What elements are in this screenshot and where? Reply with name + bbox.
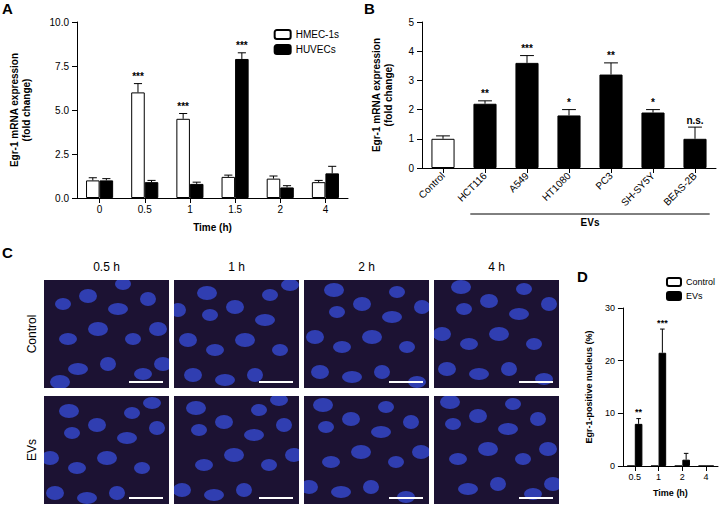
svg-text:7.5: 7.5 bbox=[55, 61, 69, 72]
svg-text:2: 2 bbox=[680, 472, 685, 482]
svg-text:0.5: 0.5 bbox=[629, 472, 642, 482]
html-text:1 h: 1 h bbox=[228, 260, 245, 274]
svg-text:SH-SY5Y: SH-SY5Y bbox=[619, 170, 657, 208]
svg-text:***: *** bbox=[177, 101, 189, 112]
svg-text:0: 0 bbox=[97, 204, 103, 215]
svg-text:***: *** bbox=[657, 318, 668, 328]
svg-text:5.0: 5.0 bbox=[55, 105, 69, 116]
svg-text:***: *** bbox=[521, 43, 533, 54]
svg-text:BEAS-2B: BEAS-2B bbox=[661, 170, 699, 208]
svg-text:4: 4 bbox=[323, 204, 329, 215]
svg-text:Time (h): Time (h) bbox=[193, 222, 232, 233]
svg-text:30: 30 bbox=[605, 303, 615, 313]
html-text:0.5 h: 0.5 h bbox=[93, 260, 120, 274]
svg-text:0.0: 0.0 bbox=[55, 193, 69, 204]
svg-text:1.5: 1.5 bbox=[228, 204, 242, 215]
svg-text:Control: Control bbox=[686, 277, 715, 287]
svg-text:A549: A549 bbox=[507, 170, 532, 195]
svg-text:1: 1 bbox=[656, 472, 661, 482]
html-text:D: D bbox=[577, 268, 588, 285]
svg-text:2.5: 2.5 bbox=[55, 149, 69, 160]
svg-text:5: 5 bbox=[408, 17, 414, 28]
svg-text:(fold change): (fold change) bbox=[21, 79, 32, 142]
svg-text:4: 4 bbox=[408, 46, 414, 57]
svg-text:*: * bbox=[651, 97, 655, 108]
svg-text:1: 1 bbox=[187, 204, 193, 215]
svg-text:Time (h): Time (h) bbox=[653, 488, 688, 498]
svg-text:HCT116: HCT116 bbox=[455, 170, 489, 204]
html-text:C: C bbox=[2, 244, 13, 261]
html-text:B: B bbox=[364, 0, 375, 17]
svg-text:Control: Control bbox=[416, 170, 447, 201]
svg-text:2: 2 bbox=[277, 204, 283, 215]
svg-text:EVs: EVs bbox=[581, 217, 600, 228]
html-text:A: A bbox=[2, 0, 13, 17]
svg-text:(fold change): (fold change) bbox=[383, 64, 394, 127]
svg-text:3: 3 bbox=[408, 75, 414, 86]
svg-text:Egr-1-positive nucleus (%): Egr-1-positive nucleus (%) bbox=[584, 330, 594, 443]
svg-text:Egr-1 mRNA expression: Egr-1 mRNA expression bbox=[9, 53, 20, 167]
svg-text:**: ** bbox=[635, 407, 643, 417]
html-text:Control: Control bbox=[25, 314, 39, 354]
svg-text:PC3: PC3 bbox=[593, 170, 615, 192]
svg-text:*: * bbox=[567, 97, 571, 108]
svg-text:***: *** bbox=[132, 71, 144, 82]
html-text:4 h: 4 h bbox=[488, 260, 505, 274]
html-text:EVs: EVs bbox=[25, 439, 39, 461]
svg-text:0.5: 0.5 bbox=[138, 204, 152, 215]
svg-text:HUVECs: HUVECs bbox=[296, 44, 336, 55]
svg-text:10: 10 bbox=[605, 408, 615, 418]
svg-text:Egr-1 mRNA expression: Egr-1 mRNA expression bbox=[371, 38, 382, 152]
svg-text:**: ** bbox=[607, 50, 615, 61]
svg-text:1: 1 bbox=[408, 133, 414, 144]
svg-text:10.0: 10.0 bbox=[50, 17, 70, 28]
svg-text:4: 4 bbox=[704, 472, 709, 482]
svg-text:***: *** bbox=[236, 40, 248, 51]
svg-text:0: 0 bbox=[408, 163, 414, 174]
html-text:2 h: 2 h bbox=[358, 260, 375, 274]
svg-text:20: 20 bbox=[605, 356, 615, 366]
svg-text:EVs: EVs bbox=[686, 291, 703, 301]
svg-text:HMEC-1s: HMEC-1s bbox=[296, 29, 339, 40]
svg-text:0: 0 bbox=[610, 461, 615, 471]
svg-text:HT1080: HT1080 bbox=[540, 170, 573, 203]
svg-text:**: ** bbox=[481, 88, 489, 99]
svg-text:2: 2 bbox=[408, 104, 414, 115]
svg-text:n.s.: n.s. bbox=[686, 115, 703, 126]
